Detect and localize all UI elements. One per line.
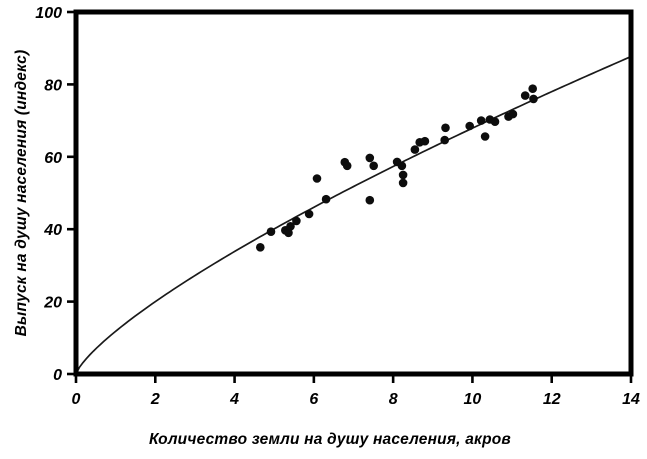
data-point <box>420 136 430 146</box>
data-point <box>365 195 375 205</box>
x-tick-label: 2 <box>150 391 160 408</box>
y-tick-label: 100 <box>35 5 62 22</box>
data-point <box>321 194 331 204</box>
data-point <box>476 116 486 125</box>
data-point <box>266 227 276 236</box>
data-point <box>342 161 352 171</box>
data-point <box>312 174 322 183</box>
data-point <box>292 216 301 226</box>
data-point <box>480 132 490 141</box>
x-tick-label: 10 <box>464 391 482 408</box>
y-tick-label: 80 <box>44 77 62 94</box>
data-point <box>286 222 295 231</box>
x-tick-label: 8 <box>389 391 398 408</box>
data-point <box>397 161 407 171</box>
data-point <box>465 121 475 131</box>
data-point <box>528 84 537 93</box>
data-point <box>365 153 375 163</box>
y-tick-label: 40 <box>43 222 62 239</box>
data-point <box>369 161 379 171</box>
data-point <box>284 228 293 238</box>
x-tick-label: 6 <box>309 391 318 408</box>
y-axis-title: Выпуск на душу населения (индекс) <box>13 49 30 337</box>
data-point <box>490 117 500 126</box>
x-axis-title: Количество земли на душу населения, акро… <box>149 431 511 448</box>
x-tick-label: 0 <box>72 391 81 408</box>
data-point <box>255 243 265 252</box>
trend-curve <box>75 55 632 375</box>
y-tick-label: 20 <box>43 295 62 312</box>
data-point <box>508 109 518 119</box>
data-point <box>398 170 408 180</box>
y-tick-label: 60 <box>44 150 62 167</box>
y-tick-label: 0 <box>53 367 62 384</box>
data-point <box>398 178 408 188</box>
plot-frame <box>73 9 634 377</box>
data-point <box>410 145 420 154</box>
data-point <box>441 123 450 133</box>
x-tick-label: 14 <box>622 391 640 408</box>
data-point <box>304 209 314 219</box>
data-point <box>440 135 450 145</box>
x-tick-label: 12 <box>543 391 561 408</box>
data-point <box>520 91 530 100</box>
data-point <box>529 94 538 104</box>
x-tick-label: 4 <box>229 391 239 408</box>
